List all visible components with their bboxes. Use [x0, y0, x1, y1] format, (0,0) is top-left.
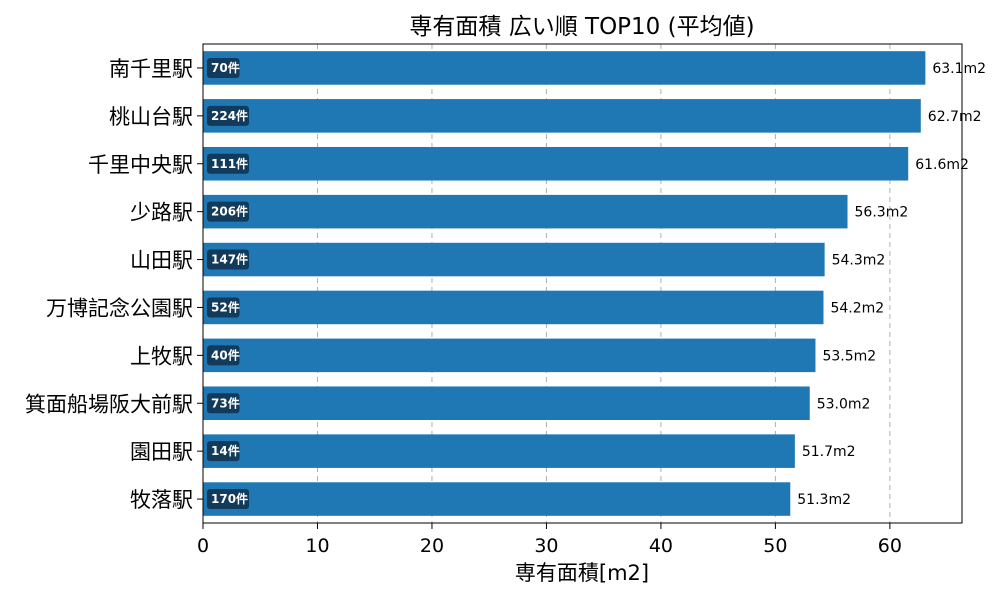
category-label: 箕面船場阪大前駅 — [25, 392, 193, 416]
count-badge — [207, 201, 249, 222]
value-label: 63.1m2 — [932, 61, 986, 77]
value-label: 54.3m2 — [832, 253, 886, 269]
value-label: 51.3m2 — [797, 492, 851, 508]
count-label: 206件 — [211, 204, 248, 219]
count-badge — [207, 393, 240, 414]
x-tick-label: 50 — [763, 535, 787, 557]
value-label: 53.0m2 — [817, 396, 871, 412]
count-label: 70件 — [211, 60, 240, 75]
chart-title: 専有面積 広い順 TOP10 (平均値) — [409, 14, 754, 40]
count-label: 224件 — [211, 108, 248, 123]
bar — [203, 242, 825, 277]
x-tick-label: 60 — [878, 535, 902, 557]
count-label: 147件 — [211, 252, 248, 267]
value-label: 62.7m2 — [928, 109, 982, 125]
x-axis-label: 専有面積[m2] — [515, 561, 649, 585]
bar — [203, 194, 848, 229]
count-badge — [207, 489, 249, 510]
value-label: 54.2m2 — [830, 300, 884, 316]
x-tick-label: 0 — [197, 535, 209, 557]
category-label: 万博記念公園駅 — [46, 296, 193, 320]
bar — [203, 290, 824, 325]
x-tick-label: 10 — [305, 535, 329, 557]
bar — [203, 482, 791, 516]
bar — [203, 338, 816, 373]
value-label: 53.5m2 — [822, 348, 876, 364]
value-label: 61.6m2 — [915, 157, 969, 173]
value-label: 51.7m2 — [802, 444, 856, 460]
bar — [203, 386, 810, 421]
category-label: 少路駅 — [130, 201, 193, 225]
x-tick-label: 40 — [649, 535, 673, 557]
plot-frame — [202, 43, 963, 524]
bar — [203, 51, 926, 85]
count-badge — [207, 153, 249, 174]
category-label: 千里中央駅 — [88, 153, 193, 177]
count-label: 40件 — [211, 347, 240, 362]
count-label: 111件 — [211, 156, 248, 171]
count-badge — [207, 57, 240, 78]
category-label: 南千里駅 — [109, 57, 193, 81]
count-badge — [207, 345, 240, 366]
count-label: 52件 — [211, 299, 240, 314]
value-label: 56.3m2 — [855, 205, 909, 221]
bar — [203, 99, 921, 133]
category-label: 上牧駅 — [130, 344, 193, 368]
count-label: 73件 — [211, 395, 240, 410]
count-badge — [207, 105, 249, 126]
count-badge — [207, 249, 249, 270]
x-tick-label: 20 — [420, 535, 444, 557]
category-label: 山田駅 — [130, 249, 193, 273]
x-axis-ticks: 0 10 20 30 40 50 60 — [197, 523, 902, 557]
bar — [203, 434, 795, 468]
count-label: 170件 — [211, 491, 248, 506]
category-label: 園田駅 — [130, 440, 193, 464]
category-label: 桃山台駅 — [109, 105, 193, 129]
count-badge — [207, 441, 240, 462]
x-tick-label: 30 — [534, 535, 558, 557]
bar — [203, 146, 909, 181]
count-badge — [207, 297, 240, 318]
category-label: 牧落駅 — [130, 488, 193, 512]
count-label: 14件 — [211, 443, 240, 458]
